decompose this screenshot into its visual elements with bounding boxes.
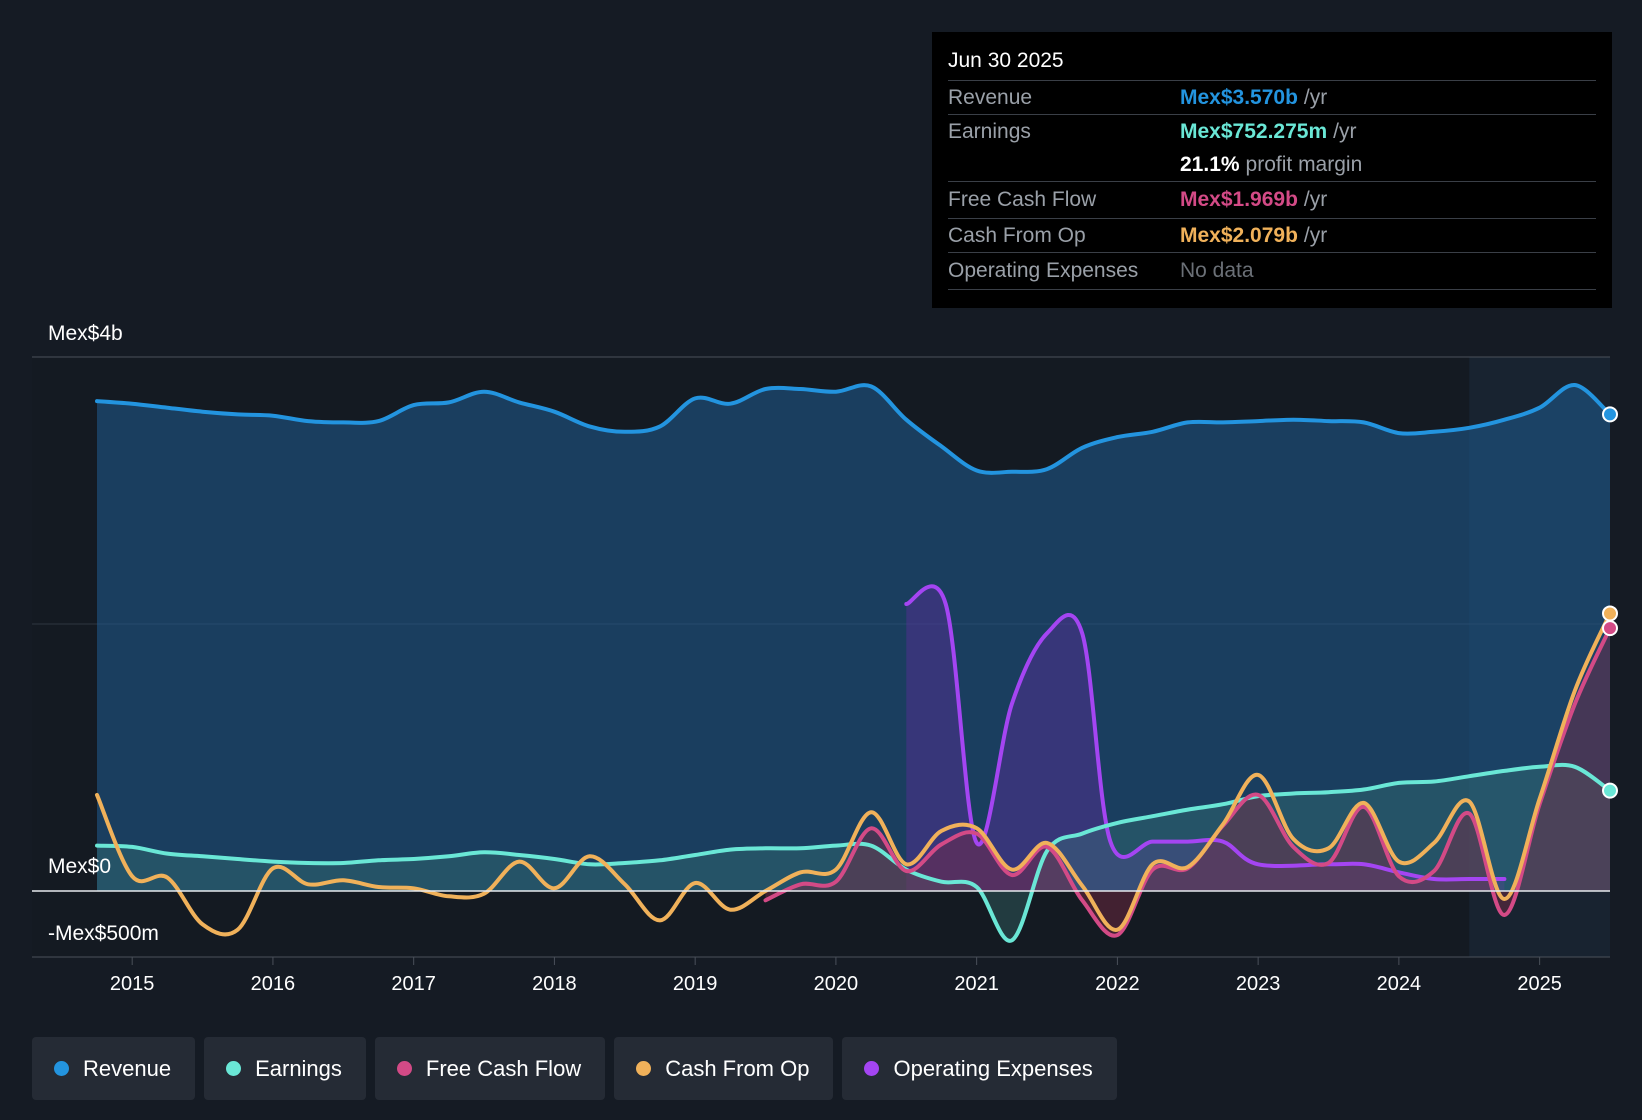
free-cash-flow-area bbox=[765, 628, 1610, 936]
legend-item-free-cash-flow[interactable]: Free Cash Flow bbox=[374, 1037, 606, 1100]
earnings-line bbox=[95, 762, 1612, 943]
legend-label: Revenue bbox=[83, 1055, 172, 1081]
operating-expenses-dot-icon bbox=[864, 1061, 880, 1076]
tooltip-value: Mex$752.275m bbox=[1180, 120, 1328, 143]
legend-item-operating-expenses[interactable]: Operating Expenses bbox=[842, 1037, 1117, 1100]
earnings-dot-icon bbox=[226, 1061, 242, 1076]
tooltip-value: No data bbox=[1180, 259, 1254, 282]
x-tick-label: 2025 bbox=[1517, 973, 1562, 995]
tooltip-panel: Jun 30 2025 Revenue Mex$3.570b /yr Earni… bbox=[932, 32, 1612, 308]
y-label-bottom: -Mex$500m bbox=[48, 922, 159, 945]
earnings-endpoint bbox=[1602, 782, 1618, 799]
y-label-top: Mex$4b bbox=[48, 322, 123, 345]
free-cash-flow-dot-icon bbox=[396, 1061, 412, 1076]
x-axis-ticks: 2015 2016 2017 2018 2019 2020 2021 2022 2023 2024… bbox=[110, 957, 1562, 995]
legend-label: Free Cash Flow bbox=[425, 1055, 582, 1081]
legend-item-cash-from-op[interactable]: Cash From Op bbox=[614, 1037, 834, 1100]
tooltip-row-free-cash-flow: Free Cash Flow Mex$1.969b /yr bbox=[948, 182, 1596, 219]
y-label-zero: Mex$0 bbox=[48, 855, 111, 878]
tooltip-label: Revenue bbox=[948, 86, 1033, 109]
cash-from-op-endpoint bbox=[1602, 605, 1618, 622]
x-tick-label: 2020 bbox=[814, 973, 859, 995]
endpoint-layer bbox=[1602, 406, 1618, 799]
cash-from-op-line bbox=[95, 611, 1612, 937]
x-tick-label: 2018 bbox=[532, 973, 577, 995]
tooltip-row-operating-expenses: Operating Expenses No data bbox=[948, 253, 1596, 290]
x-tick-label: 2015 bbox=[110, 973, 155, 995]
x-tick-label: 2021 bbox=[954, 973, 999, 995]
tooltip-unit: /yr bbox=[1333, 120, 1357, 143]
tooltip-value: Mex$3.570b bbox=[1180, 86, 1298, 109]
tooltip-unit: /yr bbox=[1303, 188, 1328, 211]
legend-label: Earnings bbox=[255, 1055, 342, 1081]
x-tick-label: 2024 bbox=[1377, 973, 1422, 995]
area-layer bbox=[97, 384, 1610, 941]
legend-label: Operating Expenses bbox=[893, 1055, 1093, 1081]
tooltip-value: 21.1% bbox=[1180, 153, 1240, 176]
tooltip-row-revenue: Revenue Mex$3.570b /yr bbox=[948, 81, 1596, 115]
tooltip-unit: profit margin bbox=[1245, 153, 1363, 176]
tooltip-date: Jun 30 2025 bbox=[948, 46, 1596, 81]
tooltip-value: Mex$2.079b bbox=[1180, 224, 1298, 247]
free-cash-flow-endpoint bbox=[1602, 620, 1618, 637]
line-layer bbox=[32, 383, 1612, 943]
tooltip-unit: /yr bbox=[1303, 224, 1328, 247]
revenue-area bbox=[97, 384, 1610, 891]
x-tick-label: 2023 bbox=[1236, 973, 1281, 995]
tooltip-label bbox=[948, 148, 1180, 181]
legend-item-revenue[interactable]: Revenue bbox=[32, 1037, 196, 1100]
legend: Revenue Earnings Free Cash Flow Cash Fro… bbox=[32, 1037, 1117, 1100]
tooltip-unit: /yr bbox=[1303, 86, 1328, 109]
tooltip-label: Free Cash Flow bbox=[948, 188, 1097, 211]
x-tick-label: 2017 bbox=[391, 973, 436, 995]
tooltip-label: Earnings bbox=[948, 120, 1031, 143]
tooltip-value: Mex$1.969b bbox=[1180, 188, 1298, 211]
cash-from-op-dot-icon bbox=[636, 1061, 652, 1076]
tooltip-label: Cash From Op bbox=[948, 224, 1086, 247]
operating-expenses-area bbox=[906, 586, 1505, 891]
revenue-line bbox=[95, 383, 1612, 475]
tooltip-row-profit-margin: 21.1% profit margin bbox=[948, 148, 1596, 182]
legend-item-earnings[interactable]: Earnings bbox=[204, 1037, 366, 1100]
x-tick-label: 2019 bbox=[673, 973, 718, 995]
x-tick-label: 2016 bbox=[251, 973, 296, 995]
x-tick-label: 2022 bbox=[1095, 973, 1140, 995]
tooltip-row-earnings: Earnings Mex$752.275m /yr bbox=[948, 115, 1596, 148]
revenue-endpoint bbox=[1602, 406, 1618, 423]
tooltip-label: Operating Expenses bbox=[948, 259, 1139, 282]
revenue-dot-icon bbox=[54, 1061, 69, 1076]
legend-label: Cash From Op bbox=[665, 1055, 810, 1081]
tooltip-row-cash-from-op: Cash From Op Mex$2.079b /yr bbox=[948, 219, 1596, 253]
